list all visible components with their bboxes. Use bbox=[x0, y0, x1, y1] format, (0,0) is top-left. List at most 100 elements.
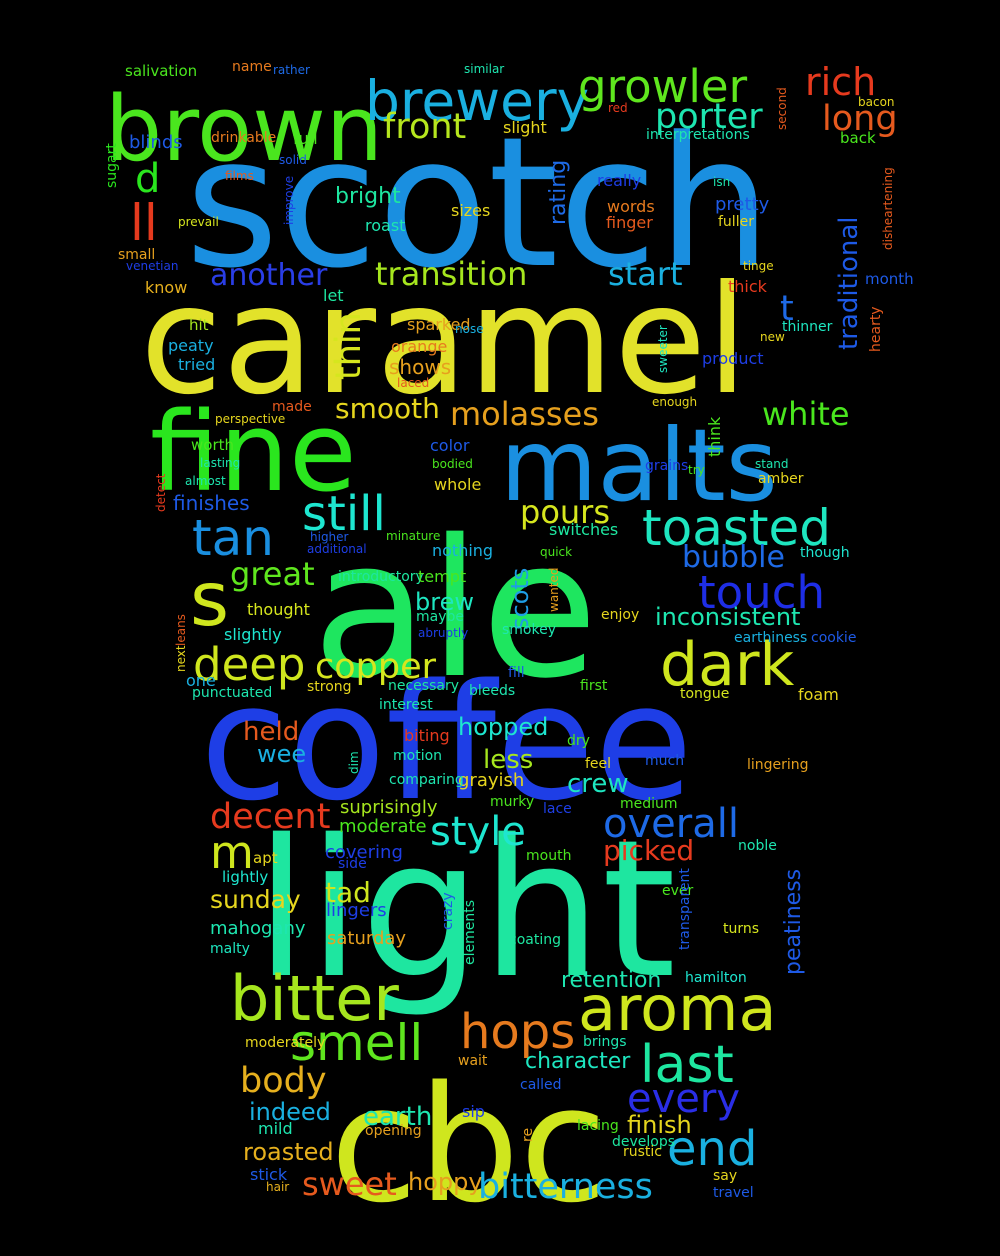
word-117: thinner bbox=[782, 319, 833, 335]
word-90: sugart bbox=[104, 143, 120, 188]
word-191: transparent bbox=[677, 868, 693, 950]
word-5: cbc bbox=[330, 1051, 608, 1238]
word-21: traditional bbox=[834, 216, 864, 350]
word-161: next bbox=[174, 645, 188, 672]
word-63: roasted bbox=[243, 1138, 334, 1166]
word-12: porter bbox=[655, 97, 763, 137]
word-159: earthiness bbox=[734, 630, 807, 646]
word-54: smell bbox=[290, 1014, 423, 1072]
word-170: interest bbox=[379, 697, 433, 713]
word-189: crazy bbox=[440, 892, 456, 930]
word-174: dry bbox=[567, 733, 590, 749]
word-176: feel bbox=[585, 756, 611, 772]
word-164: necessary bbox=[388, 678, 459, 694]
word-80: similar bbox=[464, 62, 504, 76]
word-134: grains bbox=[645, 458, 688, 474]
word-20: t bbox=[780, 289, 794, 329]
word-141: finishes bbox=[173, 491, 250, 515]
word-4: light bbox=[255, 799, 676, 1020]
word-75: lingers bbox=[326, 900, 387, 921]
word-74: covering bbox=[325, 842, 403, 863]
word-29: s bbox=[190, 555, 229, 643]
word-40: decent bbox=[210, 797, 330, 837]
word-198: brings bbox=[583, 1034, 627, 1050]
word-116: sweeter bbox=[656, 325, 670, 373]
word-158: slightly bbox=[224, 625, 282, 644]
word-8: brown bbox=[105, 77, 383, 182]
word-11: rich bbox=[805, 60, 876, 104]
word-172: dim bbox=[347, 751, 361, 774]
word-109: know bbox=[145, 278, 187, 297]
word-53: aroma bbox=[578, 972, 776, 1045]
word-139: whole bbox=[434, 475, 481, 494]
word-181: lace bbox=[543, 801, 572, 817]
word-208: hair bbox=[266, 1180, 289, 1194]
word-26: tan bbox=[192, 509, 274, 567]
word-122: shows bbox=[389, 355, 451, 379]
word-114: sparked bbox=[407, 315, 471, 334]
word-185: side bbox=[338, 856, 367, 872]
word-102: prevail bbox=[178, 215, 219, 229]
word-119: hearty bbox=[868, 306, 884, 352]
word-73: moderate bbox=[339, 816, 427, 837]
word-162: fill bbox=[508, 665, 525, 681]
word-56: last bbox=[640, 1035, 734, 1095]
word-41: style bbox=[430, 809, 526, 855]
word-118: new bbox=[760, 330, 785, 344]
word-113: hit bbox=[189, 316, 209, 334]
word-67: character bbox=[525, 1049, 631, 1074]
word-51: sunday bbox=[210, 885, 301, 914]
word-169: tongue bbox=[680, 686, 729, 702]
word-100: words bbox=[607, 197, 655, 216]
word-135: try bbox=[688, 463, 705, 477]
word-60: earth bbox=[363, 1102, 432, 1132]
word-124: laced bbox=[397, 376, 429, 390]
word-129: think bbox=[705, 416, 724, 457]
word-165: strong bbox=[307, 679, 352, 695]
word-91: solid bbox=[279, 153, 307, 167]
word-76: grayish bbox=[458, 770, 524, 791]
word-72: suprisingly bbox=[340, 797, 438, 818]
word-6: fine bbox=[150, 388, 357, 516]
word-144: minature bbox=[386, 529, 440, 543]
word-138: almost bbox=[185, 474, 226, 488]
word-62: indeed bbox=[249, 1098, 331, 1126]
word-49: picked bbox=[603, 834, 694, 867]
word-166: first bbox=[580, 678, 608, 694]
word-77: salivation bbox=[125, 62, 197, 80]
word-209: say bbox=[713, 1168, 737, 1184]
word-83: bacon bbox=[858, 95, 895, 109]
word-202: lacing bbox=[577, 1118, 619, 1134]
word-10: growler bbox=[578, 60, 748, 113]
word-27: still bbox=[302, 486, 386, 542]
word-30: pours bbox=[520, 493, 610, 531]
word-136: stand bbox=[755, 457, 789, 471]
word-184: apt bbox=[253, 849, 278, 867]
word-173: biting bbox=[404, 726, 450, 745]
word-7: malts bbox=[500, 407, 778, 524]
word-154: enjoy bbox=[601, 607, 639, 623]
word-94: really bbox=[597, 171, 641, 190]
word-1: caramel bbox=[140, 254, 748, 428]
word-2: ale bbox=[312, 499, 598, 720]
word-201: re bbox=[520, 1128, 536, 1142]
word-193: malty bbox=[210, 941, 250, 957]
word-106: small bbox=[118, 247, 155, 263]
word-37: scots bbox=[506, 568, 534, 630]
word-148: quick bbox=[540, 545, 572, 559]
word-14: front bbox=[383, 107, 466, 147]
word-150: introductory bbox=[338, 569, 424, 585]
word-95: isn bbox=[713, 175, 730, 189]
word-33: great bbox=[230, 555, 315, 593]
word-111: month bbox=[865, 270, 914, 288]
word-125: product bbox=[702, 349, 764, 368]
word-126: perspective bbox=[215, 412, 285, 426]
word-34: dark bbox=[660, 630, 795, 700]
word-87: slight bbox=[503, 118, 547, 137]
word-152: wanted bbox=[547, 568, 561, 612]
word-93: improve bbox=[282, 176, 296, 225]
word-68: retention bbox=[561, 968, 661, 993]
word-110: thick bbox=[728, 277, 768, 296]
word-199: called bbox=[520, 1077, 562, 1093]
